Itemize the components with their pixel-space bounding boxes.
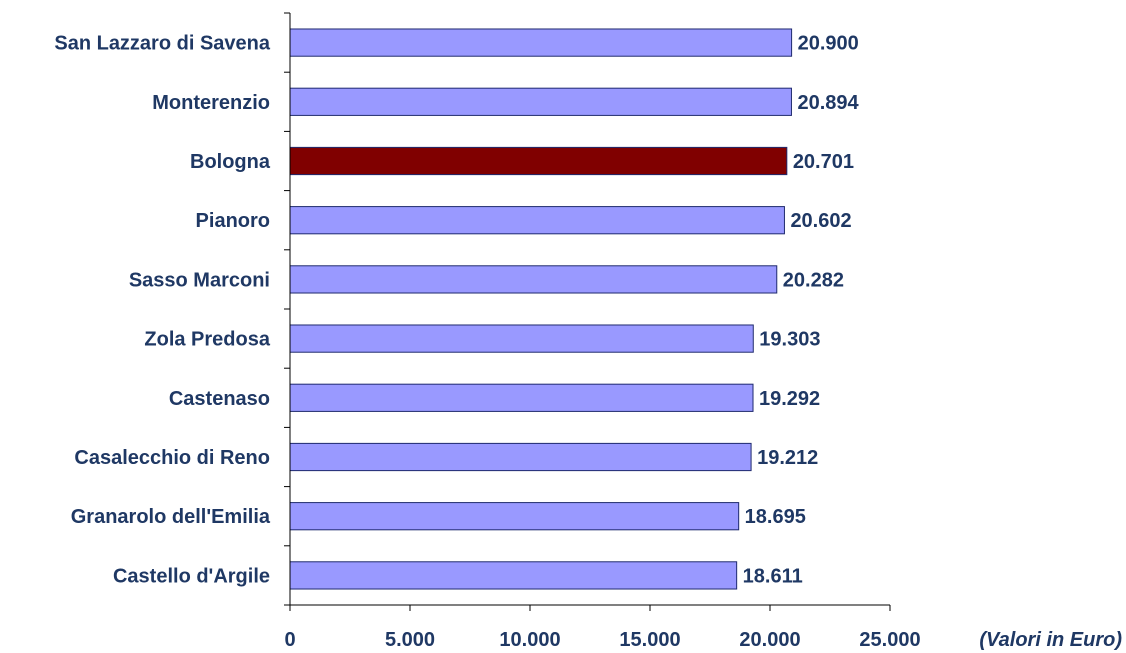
- category-label-1: Monterenzio: [152, 92, 270, 114]
- bar-5: [289, 324, 754, 353]
- value-label-9: 18.611: [743, 565, 803, 587]
- bar-0: [289, 28, 793, 57]
- x-tick-label-1: 5.000: [385, 629, 435, 651]
- y-axis: [284, 12, 291, 606]
- bar-8: [289, 502, 740, 531]
- value-label-8: 18.695: [745, 506, 806, 528]
- value-label-4: 20.282: [783, 269, 844, 291]
- value-label-5: 19.303: [759, 329, 820, 351]
- x-unit-label: (Valori in Euro): [979, 629, 1122, 651]
- x-axis: 0 5.000 10.000 15.000 20.000 25.000: [284, 604, 921, 651]
- bar-3: [289, 206, 785, 235]
- bars-group: [289, 28, 793, 590]
- value-label-3: 20.602: [790, 210, 851, 232]
- category-label-9: Castello d'Argile: [113, 565, 270, 587]
- x-tick-label-2: 10.000: [499, 629, 560, 651]
- category-label-8: Granarolo dell'Emilia: [71, 506, 271, 528]
- category-label-7: Casalecchio di Reno: [74, 447, 270, 469]
- x-tick-label-3: 15.000: [619, 629, 680, 651]
- x-tick-label-0: 0: [284, 629, 295, 651]
- bar-2: [289, 146, 788, 176]
- value-label-1: 20.894: [797, 92, 859, 114]
- bar-6: [289, 383, 754, 412]
- bar-4: [289, 265, 778, 294]
- value-label-0: 20.900: [798, 33, 859, 55]
- category-label-2: Bologna: [190, 151, 271, 173]
- x-tick-label-5: 25.000: [859, 629, 920, 651]
- category-label-5: Zola Predosa: [144, 329, 270, 351]
- bar-7: [289, 442, 752, 472]
- category-labels-group: San Lazzaro di Savena Monterenzio Bologna P…: [54, 33, 271, 588]
- category-label-6: Castenaso: [169, 388, 270, 410]
- value-label-7: 19.212: [757, 447, 818, 469]
- value-label-2: 20.701: [793, 151, 854, 173]
- value-labels-group: 20.900 20.894 20.701 20.602 20.282 19.303 19.2…: [743, 33, 860, 588]
- bar-9: [289, 561, 738, 590]
- value-label-6: 19.292: [759, 388, 820, 410]
- category-label-4: Sasso Marconi: [129, 269, 270, 291]
- x-tick-label-4: 20.000: [739, 629, 800, 651]
- category-label-0: San Lazzaro di Savena: [54, 33, 271, 55]
- bar-1: [289, 87, 792, 116]
- category-label-3: Pianoro: [196, 210, 270, 232]
